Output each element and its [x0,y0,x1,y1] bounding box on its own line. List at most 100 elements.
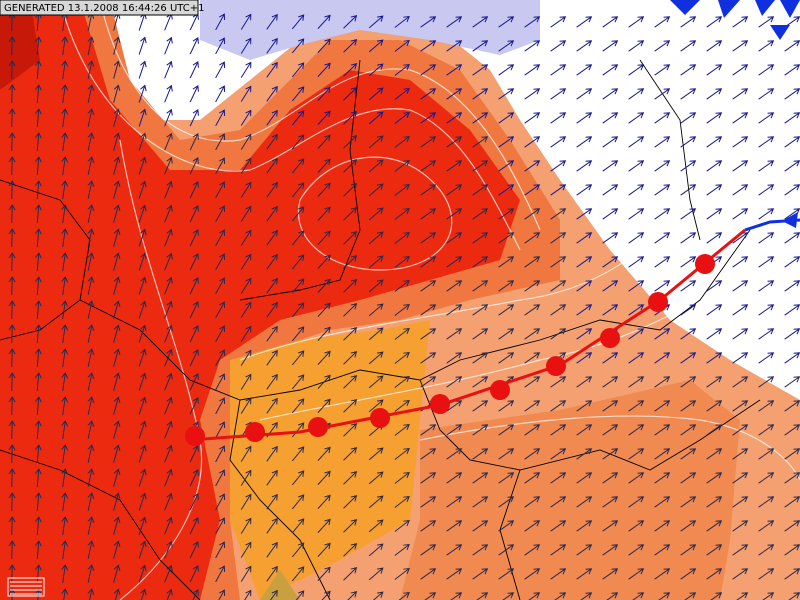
wind-arrow [576,136,593,148]
wind-arrow [420,208,437,220]
wind-arrow [164,468,173,487]
wind-arrow [317,518,331,533]
wind-arrow [368,351,384,365]
wind-arrow [602,280,619,292]
wind-arrow [420,568,437,580]
wind-arrow [628,352,645,364]
wind-arrow [189,108,199,127]
wind-arrow [654,328,671,340]
wind-arrow [732,400,749,412]
wind-arrow [420,256,437,268]
wind-arrow [654,16,671,28]
wind-arrow [706,280,723,292]
wind-arrow [34,180,42,200]
isotherms [59,0,800,600]
wind-arrow [472,448,489,460]
wind-arrow [291,566,305,582]
wind-arrow [34,84,42,104]
wind-arrow [164,108,173,127]
wind-arrow [628,184,645,196]
wind-arrow [680,496,697,508]
wind-arrow [654,544,671,556]
wind-arrow [138,204,147,223]
wind-arrow [34,228,42,248]
wind-arrow [732,136,749,148]
wind-arrow [524,232,541,244]
wind-arrow [524,88,541,100]
wind-arrow [189,444,199,463]
wind-arrow [164,540,173,559]
wind-arrow [164,516,173,535]
wind-arrow [420,424,437,436]
wind-arrow [343,471,358,485]
wind-arrow [317,86,331,101]
wind-arrow [706,232,723,244]
wind-arrow [628,520,645,532]
wind-arrow [87,180,95,199]
wind-arrow [113,348,121,367]
hot-peak [0,0,40,90]
wind-arrow [164,420,173,439]
wind-arrow [446,544,463,556]
wind-arrow [576,328,593,340]
wind-arrow [472,304,489,316]
wind-arrow [550,496,567,508]
wind-arrow [706,352,723,364]
wind-arrow [34,300,42,320]
wind-arrow [266,229,278,246]
wind-arrow [472,208,489,220]
wind-arrow [61,372,69,391]
wind-arrow [420,16,437,28]
wind-arrow [602,40,619,52]
wind-arrow [654,160,671,172]
wind-arrow [394,207,410,220]
wind-arrow [215,541,226,559]
wind-arrow [113,132,121,151]
wind-arrow [368,495,384,509]
wind-arrow [784,592,800,600]
wind-arrow [34,516,42,536]
wind-arrow [164,396,173,415]
wind-arrow [472,496,489,508]
wind-arrow [291,158,305,174]
wind-arrow [8,324,16,344]
wind-arrow [628,568,645,580]
wind-arrow [550,184,567,196]
wind-arrow [498,280,515,292]
wind-arrow [784,88,800,100]
wind-arrow [706,448,723,460]
wind-arrow [87,420,95,439]
wind-arrow [215,61,226,79]
wind-arrow [784,136,800,148]
wind-arrow [654,184,671,196]
wind-arrow [706,328,723,340]
wind-arrow [394,135,410,148]
wind-arrow [576,376,593,388]
wind-arrow [34,108,42,128]
wind-arrow [758,400,775,412]
wind-arrow [61,468,69,487]
wind-arrow [602,232,619,244]
wind-arrow [602,88,619,100]
wind-arrow [706,592,723,600]
wind-arrow [628,64,645,76]
wind-arrow [34,348,42,368]
wind-arrow [732,520,749,532]
wind-arrow [343,543,358,557]
wind-arrow [394,327,410,340]
wind-arrow [240,85,252,102]
wind-arrow [394,303,410,316]
wind-arrow [343,303,358,317]
wind-arrow [576,112,593,124]
wind-arrow [266,109,278,126]
wind-arrow [472,352,489,364]
wind-arrow [420,88,437,100]
wind-arrow [34,60,42,80]
wind-arrow [524,112,541,124]
wind-arrow [628,16,645,28]
wind-arrow [113,324,121,343]
wind-arrow [34,156,42,176]
wind-arrow [654,352,671,364]
wind-arrow [576,472,593,484]
wind-arrow [215,565,226,583]
